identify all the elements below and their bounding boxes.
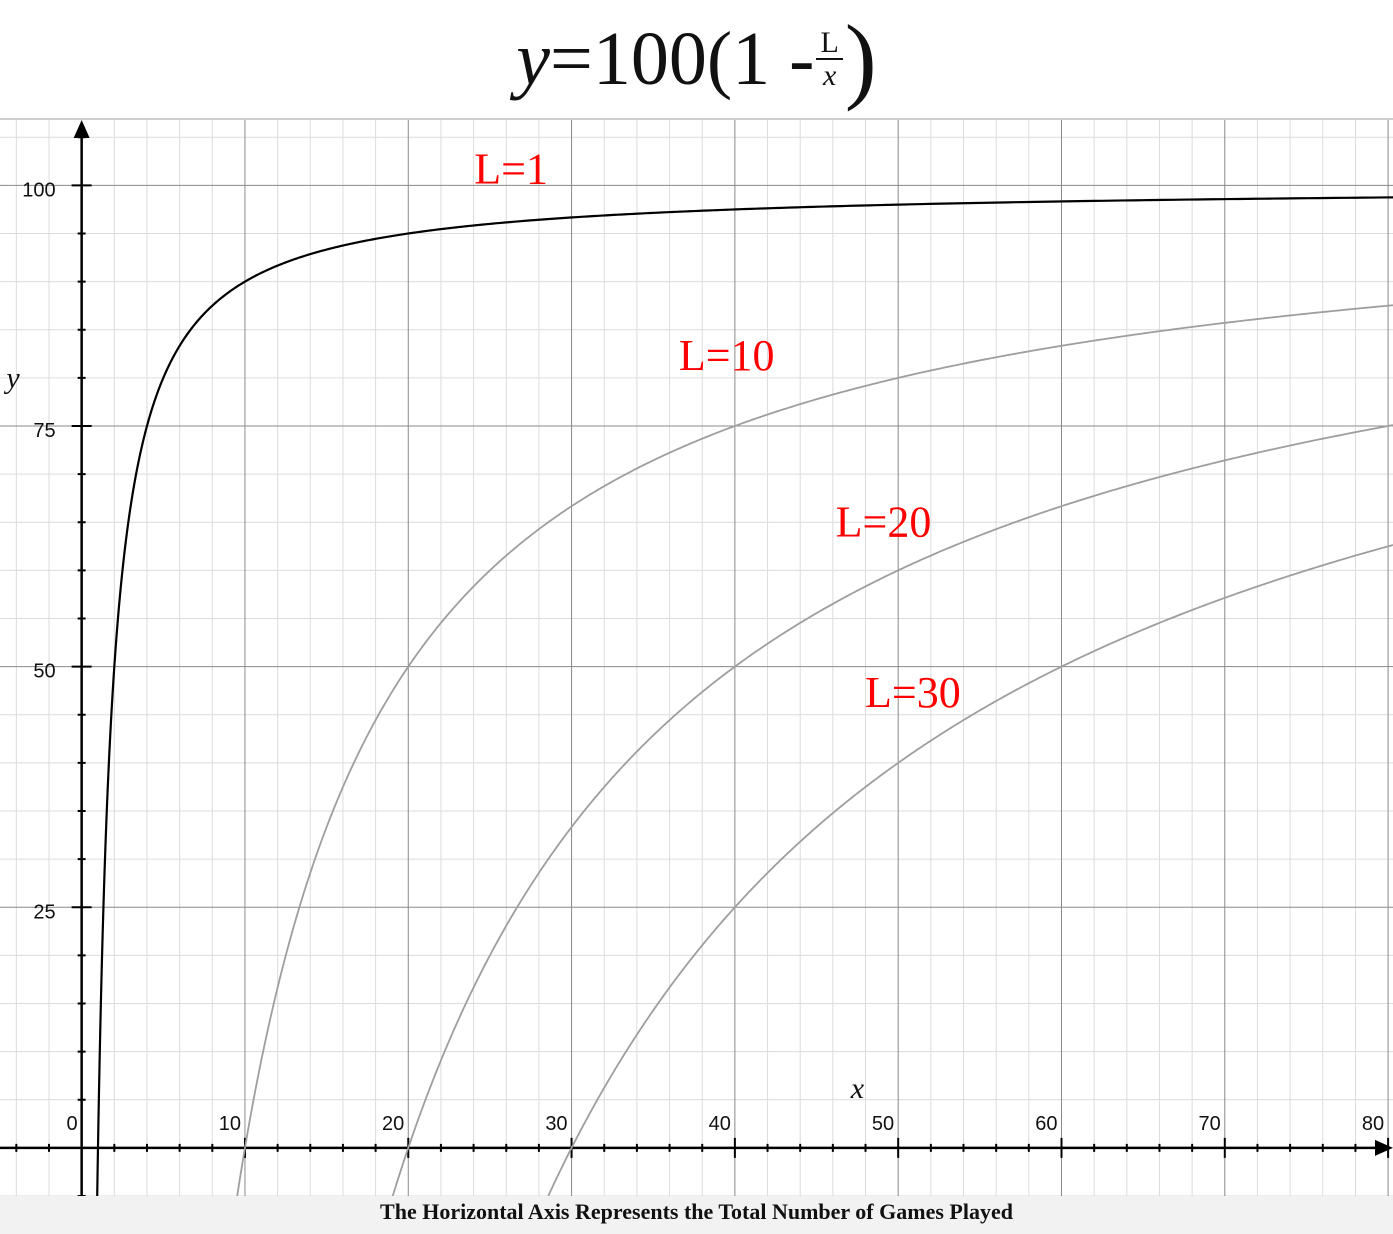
x-tick-label: 60 — [1035, 1113, 1057, 1135]
grid-major-lines — [0, 118, 1393, 1196]
title-close-paren: ) — [844, 5, 877, 112]
series-label-l-1: L=1 — [474, 144, 548, 193]
series-layer — [96, 196, 1393, 1196]
x-tick-label: 40 — [709, 1113, 731, 1135]
y-tick-label: 50 — [33, 661, 55, 683]
y-axis-arrow-icon — [73, 120, 90, 138]
y-tick-label: 75 — [33, 420, 55, 442]
title-equals-part: =100(1 - — [549, 16, 815, 101]
footer-band — [0, 1196, 1393, 1234]
series-line-l-1 — [96, 196, 1393, 1196]
x-tick-label: 20 — [382, 1113, 404, 1135]
y-tick-label: 25 — [33, 901, 55, 923]
series-label-l-10: L=10 — [679, 331, 775, 380]
series-line-l-30 — [547, 544, 1393, 1196]
title-fraction-numerator: L — [816, 26, 843, 60]
x-tick-label: 10 — [219, 1113, 241, 1135]
x-axis-arrow-icon — [1375, 1139, 1393, 1156]
series-label-l-20: L=20 — [836, 498, 932, 547]
chart-title: y =100(1 - L x ) — [0, 0, 1393, 118]
x-tick-label: 50 — [872, 1113, 894, 1135]
x-tick-label: 0 — [67, 1113, 78, 1135]
labels-layer: L=1 L=10 L=20 L=30 — [474, 144, 960, 717]
title-fraction-denominator: x — [822, 59, 837, 92]
y-axis-label: y — [3, 362, 20, 395]
series-line-l-10 — [236, 304, 1393, 1196]
x-axis-caption: The Horizontal Axis Represents the Total… — [380, 1199, 1013, 1224]
title-fraction: L x — [816, 26, 843, 92]
x-tick-label: 70 — [1199, 1113, 1221, 1135]
x-tick-label: 80 — [1362, 1113, 1384, 1135]
series-line-l-20 — [391, 424, 1393, 1196]
series-label-l-30: L=30 — [865, 668, 961, 717]
grid-minor-lines — [0, 118, 1393, 1196]
axes: 0 10 20 30 40 50 60 70 80 25 50 75 100 x y — [0, 120, 1393, 1196]
x-tick-label: 30 — [545, 1113, 567, 1135]
title-y-variable: y — [516, 16, 550, 101]
chart-plot-area: 0 10 20 30 40 50 60 70 80 25 50 75 100 x y L=1 L=10 L=20… — [0, 118, 1393, 1196]
x-axis-label: x — [850, 1072, 865, 1105]
y-tick-label: 100 — [22, 179, 55, 201]
